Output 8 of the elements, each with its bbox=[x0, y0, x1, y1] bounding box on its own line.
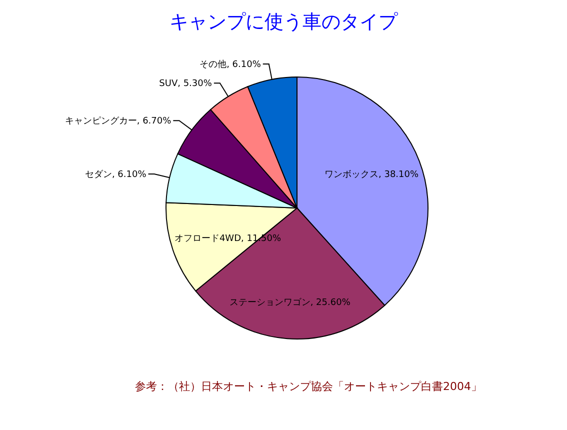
slice-label: ステーションワゴン, 25.60% bbox=[229, 297, 351, 308]
slice-label: SUV, 5.30% bbox=[159, 79, 212, 90]
text: 参考：（社）日本オート・キャンプ協会「オートキャンプ白書2004」 bbox=[135, 380, 482, 393]
slice-label: セダン, 6.10% bbox=[84, 168, 147, 180]
chart-title: キャンプに使う車のタイプ bbox=[170, 11, 398, 33]
slice-label: キャンピングカー, 6.70% bbox=[64, 116, 172, 127]
slice-label: その他, 6.10% bbox=[200, 59, 262, 70]
slice-label: ワンボックス, 38.10% bbox=[324, 169, 419, 180]
